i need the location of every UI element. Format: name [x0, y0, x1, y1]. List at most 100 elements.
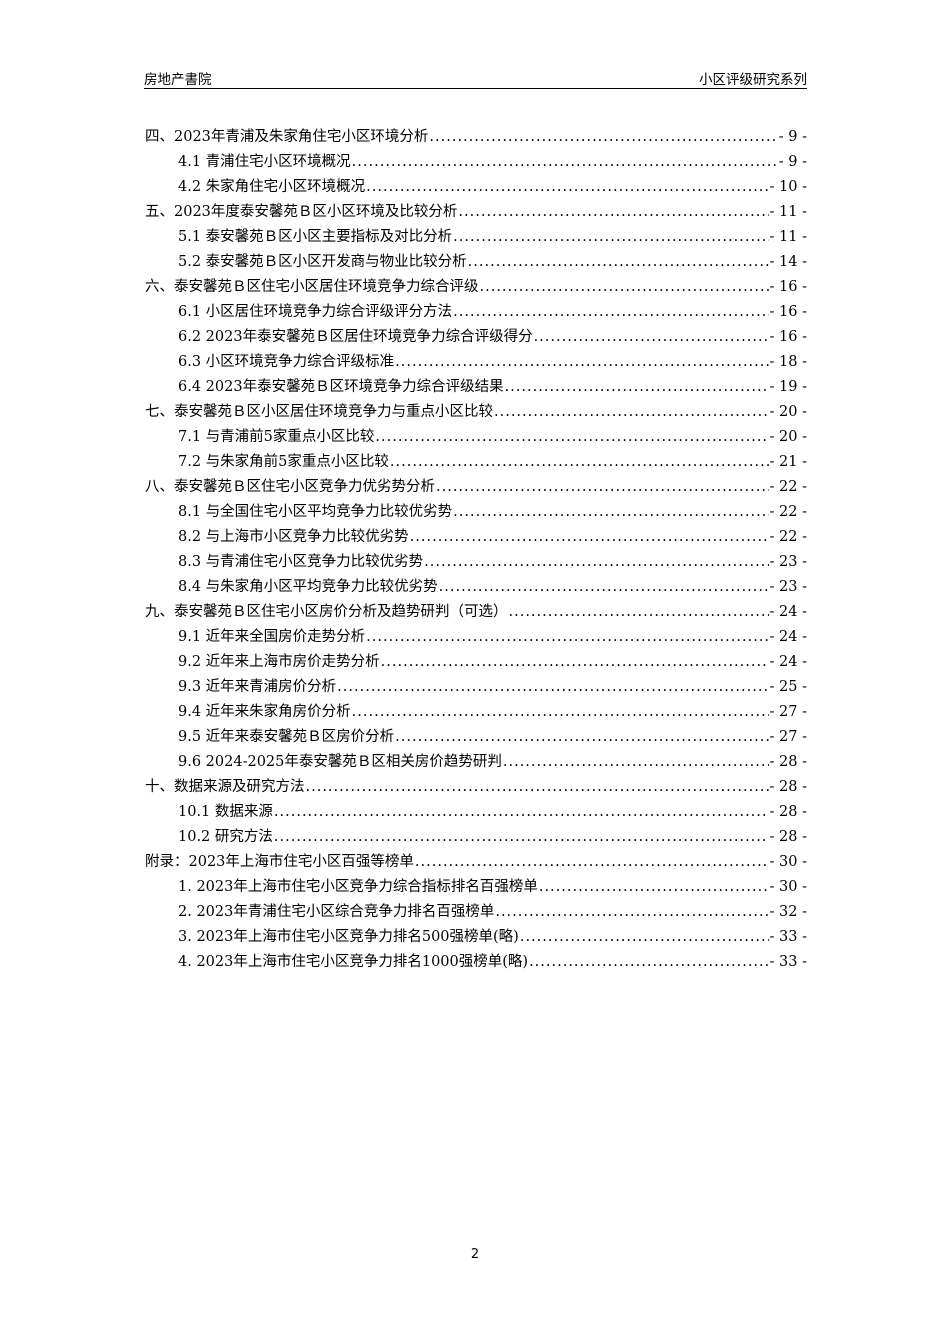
- toc-entry-page: - 10 -: [769, 179, 807, 195]
- toc-entry[interactable]: 6.2 2023年泰安馨苑Ｂ区居住环境竞争力综合评级得分 - 16 -: [145, 325, 807, 350]
- toc-entry[interactable]: 4.1 青浦住宅小区环境概况 - 9 -: [145, 150, 807, 175]
- toc-entry[interactable]: 九、泰安馨苑Ｂ区住宅小区房价分析及趋势研判（可选） - 24 -: [145, 600, 807, 625]
- toc-entry-page: - 16 -: [769, 329, 807, 345]
- toc-entry-title: 10.2 研究方法: [178, 829, 273, 845]
- toc-leader-dots: [429, 125, 777, 150]
- toc-entry[interactable]: 10.2 研究方法 - 28 -: [145, 825, 807, 850]
- toc-leader-dots: [375, 425, 768, 450]
- toc-leader-dots: [503, 750, 769, 775]
- toc-entry-page: - 19 -: [769, 379, 807, 395]
- toc-leader-dots: [453, 225, 768, 250]
- toc-entry-page: - 28 -: [769, 804, 807, 820]
- toc-entry-title: 8.3 与青浦住宅小区竞争力比较优劣势: [178, 554, 424, 570]
- toc-leader-dots: [458, 200, 768, 225]
- toc-entry[interactable]: 7.2 与朱家角前5家重点小区比较 - 21 -: [145, 450, 807, 475]
- toc-entry[interactable]: 1. 2023年上海市住宅小区竞争力综合指标排名百强榜单 - 30 -: [145, 875, 807, 900]
- toc-entry-title: 八、泰安馨苑Ｂ区住宅小区竞争力优劣势分析: [145, 479, 435, 495]
- toc-entry-page: - 9 -: [778, 154, 807, 170]
- toc-entry-title: 2. 2023年青浦住宅小区综合竞争力排名百强榜单: [178, 904, 495, 920]
- toc-entry-title: 9.1 近年来全国房价走势分析: [178, 629, 366, 645]
- toc-leader-dots: [468, 250, 769, 275]
- toc-entry-title: 7.1 与青浦前5家重点小区比较: [178, 429, 375, 445]
- toc-entry[interactable]: 9.6 2024-2025年泰安馨苑Ｂ区相关房价趋势研判 - 28 -: [145, 750, 807, 775]
- toc-leader-dots: [390, 450, 769, 475]
- toc-entry[interactable]: 6.3 小区环境竞争力综合评级标准 - 18 -: [145, 350, 807, 375]
- toc-entry[interactable]: 5.2 泰安馨苑Ｂ区小区开发商与物业比较分析 - 14 -: [145, 250, 807, 275]
- toc-leader-dots: [381, 650, 769, 675]
- toc-leader-dots: [274, 825, 769, 850]
- toc-leader-dots: [539, 875, 769, 900]
- toc-leader-dots: [495, 900, 768, 925]
- toc-entry[interactable]: 4.2 朱家角住宅小区环境概况 - 10 -: [145, 175, 807, 200]
- toc-entry[interactable]: 10.1 数据来源 - 28 -: [145, 800, 807, 825]
- toc-entry-title: 9.6 2024-2025年泰安馨苑Ｂ区相关房价趋势研判: [178, 754, 502, 770]
- toc-entry[interactable]: 9.3 近年来青浦房价分析 - 25 -: [145, 675, 807, 700]
- toc-entry-title: 六、泰安馨苑Ｂ区住宅小区居住环境竞争力综合评级: [145, 279, 479, 295]
- toc-entry[interactable]: 8.4 与朱家角小区平均竞争力比较优劣势 - 23 -: [145, 575, 807, 600]
- toc-leader-dots: [505, 375, 769, 400]
- toc-entry-title: 4.2 朱家角住宅小区环境概况: [178, 179, 366, 195]
- toc-entry-title: 9.2 近年来上海市房价走势分析: [178, 654, 380, 670]
- toc-entry-page: - 30 -: [769, 879, 807, 895]
- toc-entry[interactable]: 8.3 与青浦住宅小区竞争力比较优劣势 - 23 -: [145, 550, 807, 575]
- toc-leader-dots: [337, 675, 768, 700]
- toc-entry-page: - 33 -: [769, 929, 807, 945]
- toc-entry[interactable]: 2. 2023年青浦住宅小区综合竞争力排名百强榜单 - 32 -: [145, 900, 807, 925]
- toc-entry[interactable]: 4. 2023年上海市住宅小区竞争力排名1000强榜单(略) - 33 -: [145, 950, 807, 975]
- toc-leader-dots: [366, 625, 768, 650]
- toc-entry-page: - 11 -: [769, 204, 807, 220]
- toc-entry[interactable]: 9.5 近年来泰安馨苑Ｂ区房价分析 - 27 -: [145, 725, 807, 750]
- toc-entry[interactable]: 八、泰安馨苑Ｂ区住宅小区竞争力优劣势分析 - 22 -: [145, 475, 807, 500]
- toc-entry[interactable]: 8.2 与上海市小区竞争力比较优劣势 - 22 -: [145, 525, 807, 550]
- toc-entry[interactable]: 四、2023年青浦及朱家角住宅小区环境分析 - 9 -: [145, 125, 807, 150]
- toc-entry-title: 9.3 近年来青浦房价分析: [178, 679, 337, 695]
- toc-leader-dots: [439, 575, 769, 600]
- toc-entry-title: 1. 2023年上海市住宅小区竞争力综合指标排名百强榜单: [178, 879, 538, 895]
- toc-leader-dots: [306, 775, 769, 800]
- toc-entry[interactable]: 9.4 近年来朱家角房价分析 - 27 -: [145, 700, 807, 725]
- toc-entry-page: - 22 -: [769, 529, 807, 545]
- toc-leader-dots: [274, 800, 769, 825]
- toc-entry[interactable]: 七、泰安馨苑Ｂ区小区居住环境竞争力与重点小区比较 - 20 -: [145, 400, 807, 425]
- toc-entry[interactable]: 6.1 小区居住环境竞争力综合评级评分方法 - 16 -: [145, 300, 807, 325]
- header-publisher: 房地产書院: [144, 72, 212, 88]
- toc-entry[interactable]: 7.1 与青浦前5家重点小区比较 - 20 -: [145, 425, 807, 450]
- toc-leader-dots: [410, 525, 769, 550]
- toc-entry-title: 七、泰安馨苑Ｂ区小区居住环境竞争力与重点小区比较: [145, 404, 493, 420]
- toc-entry-page: - 22 -: [769, 504, 807, 520]
- toc-leader-dots: [534, 325, 769, 350]
- toc-entry-title: 4.1 青浦住宅小区环境概况: [178, 154, 351, 170]
- toc-entry-page: - 23 -: [769, 579, 807, 595]
- toc-leader-dots: [436, 475, 769, 500]
- toc-entry[interactable]: 3. 2023年上海市住宅小区竞争力排名500强榜单(略) - 33 -: [145, 925, 807, 950]
- page-header: 房地产書院 小区评级研究系列: [144, 66, 807, 89]
- toc-leader-dots: [453, 500, 768, 525]
- toc-leader-dots: [529, 950, 768, 975]
- toc-entry[interactable]: 五、2023年度泰安馨苑Ｂ区小区环境及比较分析 - 11 -: [145, 200, 807, 225]
- toc-entry-page: - 24 -: [769, 654, 807, 670]
- toc-entry-page: - 18 -: [769, 354, 807, 370]
- toc-leader-dots: [352, 700, 769, 725]
- toc-entry[interactable]: 5.1 泰安馨苑Ｂ区小区主要指标及对比分析 - 11 -: [145, 225, 807, 250]
- toc-entry-page: - 24 -: [769, 629, 807, 645]
- toc-entry-page: - 28 -: [769, 754, 807, 770]
- toc-entry-title: 8.2 与上海市小区竞争力比较优劣势: [178, 529, 409, 545]
- toc-entry[interactable]: 十、数据来源及研究方法 - 28 -: [145, 775, 807, 800]
- toc-entry-page: - 20 -: [769, 429, 807, 445]
- toc-entry-page: - 33 -: [769, 954, 807, 970]
- toc-leader-dots: [453, 300, 768, 325]
- toc-entry-page: - 23 -: [769, 554, 807, 570]
- toc-entry[interactable]: 六、泰安馨苑Ｂ区住宅小区居住环境竞争力综合评级 - 16 -: [145, 275, 807, 300]
- toc-entry-page: - 11 -: [769, 229, 807, 245]
- toc-entry-title: 十、数据来源及研究方法: [145, 779, 305, 795]
- toc-leader-dots: [494, 400, 769, 425]
- toc-leader-dots: [520, 925, 769, 950]
- toc-entry[interactable]: 9.1 近年来全国房价走势分析 - 24 -: [145, 625, 807, 650]
- toc-entry[interactable]: 9.2 近年来上海市房价走势分析 - 24 -: [145, 650, 807, 675]
- toc-entry[interactable]: 附录：2023年上海市住宅小区百强等榜单 - 30 -: [145, 850, 807, 875]
- toc-entry-page: - 28 -: [769, 779, 807, 795]
- toc-entry[interactable]: 6.4 2023年泰安馨苑Ｂ区环境竞争力综合评级结果 - 19 -: [145, 375, 807, 400]
- toc-entry-page: - 21 -: [769, 454, 807, 470]
- toc-entry[interactable]: 8.1 与全国住宅小区平均竞争力比较优劣势 - 22 -: [145, 500, 807, 525]
- toc-entry-title: 8.1 与全国住宅小区平均竞争力比较优劣势: [178, 504, 453, 520]
